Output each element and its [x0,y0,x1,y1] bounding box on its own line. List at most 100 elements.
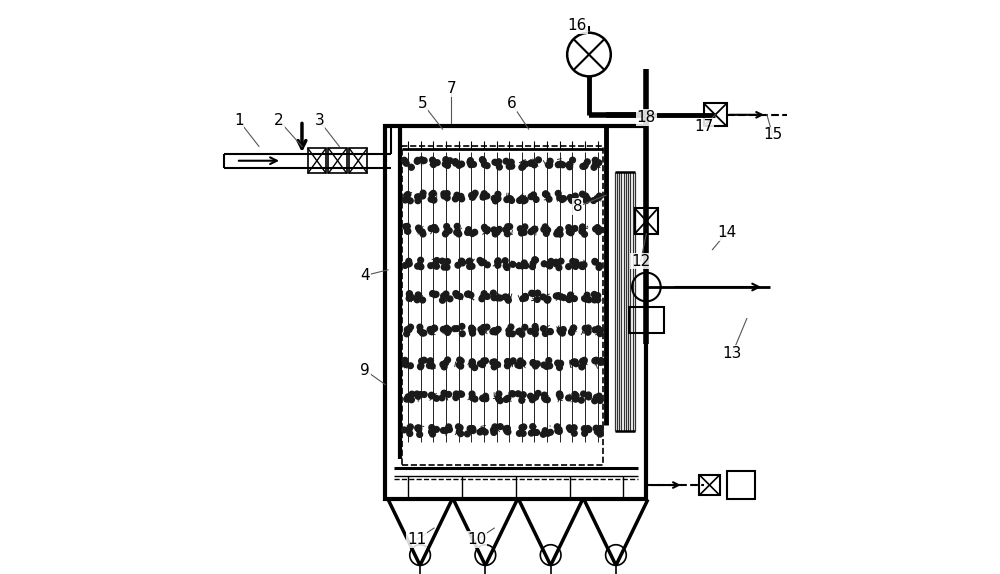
Circle shape [582,164,587,169]
Circle shape [573,259,579,265]
Circle shape [480,194,486,200]
Circle shape [566,229,572,235]
Circle shape [472,364,478,370]
Circle shape [434,160,440,165]
Circle shape [523,263,529,269]
Circle shape [421,357,427,363]
Circle shape [430,290,435,296]
Circle shape [546,162,551,168]
Circle shape [542,224,548,230]
Circle shape [466,259,472,265]
Circle shape [485,262,490,267]
Circle shape [505,425,510,431]
Circle shape [452,159,458,165]
Circle shape [406,291,412,297]
Circle shape [441,293,446,299]
Circle shape [572,391,578,397]
Circle shape [456,162,462,168]
Circle shape [557,294,563,300]
Circle shape [406,258,412,264]
Circle shape [441,390,447,396]
Circle shape [532,324,538,329]
Circle shape [547,329,553,335]
Circle shape [459,331,465,336]
Circle shape [591,292,597,297]
Circle shape [415,425,421,431]
Circle shape [546,262,552,267]
Circle shape [441,428,446,433]
Circle shape [495,259,501,265]
Circle shape [517,226,523,232]
Circle shape [560,162,566,168]
Circle shape [429,393,435,398]
Circle shape [490,359,496,365]
Circle shape [570,326,576,332]
Circle shape [598,227,603,233]
Circle shape [541,227,547,232]
Circle shape [506,297,511,303]
Circle shape [421,330,427,336]
Text: 18: 18 [637,110,656,125]
Circle shape [566,395,571,401]
Circle shape [585,425,591,431]
Circle shape [505,395,511,401]
Circle shape [543,191,548,197]
Circle shape [521,260,527,266]
Circle shape [421,158,427,164]
Circle shape [561,295,566,301]
Circle shape [408,363,413,369]
Circle shape [443,428,449,433]
Circle shape [491,295,497,301]
Circle shape [459,259,465,265]
Circle shape [443,231,448,237]
Circle shape [554,231,560,237]
Text: 11: 11 [407,532,426,547]
Circle shape [582,231,587,237]
Circle shape [458,193,464,199]
Circle shape [555,191,561,196]
Circle shape [419,358,424,364]
Circle shape [472,396,478,402]
Circle shape [431,160,437,165]
Circle shape [572,296,577,301]
Circle shape [557,231,563,237]
Circle shape [469,359,475,364]
Circle shape [503,263,509,269]
Circle shape [466,291,472,297]
Circle shape [595,224,600,230]
Circle shape [585,329,591,335]
Circle shape [466,227,471,232]
Circle shape [455,229,460,235]
Circle shape [457,357,463,363]
Circle shape [454,292,460,297]
Circle shape [535,290,541,296]
Circle shape [546,196,552,202]
Circle shape [490,329,496,335]
Circle shape [542,392,547,398]
Circle shape [579,228,585,234]
Circle shape [457,425,463,430]
Circle shape [493,198,498,204]
Circle shape [459,196,465,202]
Circle shape [532,257,538,262]
Circle shape [528,430,534,436]
Circle shape [522,224,528,230]
Circle shape [420,193,426,199]
Circle shape [556,426,562,432]
Circle shape [484,294,490,300]
Circle shape [444,229,450,235]
Circle shape [408,424,413,430]
Circle shape [510,391,516,397]
Circle shape [515,391,521,397]
Circle shape [580,358,585,364]
Text: 6: 6 [507,96,516,111]
Circle shape [586,394,592,400]
Circle shape [480,259,486,265]
Circle shape [418,257,424,263]
Circle shape [406,327,412,332]
Circle shape [523,161,528,167]
Circle shape [542,428,548,433]
Circle shape [484,193,490,199]
Circle shape [470,359,475,365]
Circle shape [504,294,509,300]
